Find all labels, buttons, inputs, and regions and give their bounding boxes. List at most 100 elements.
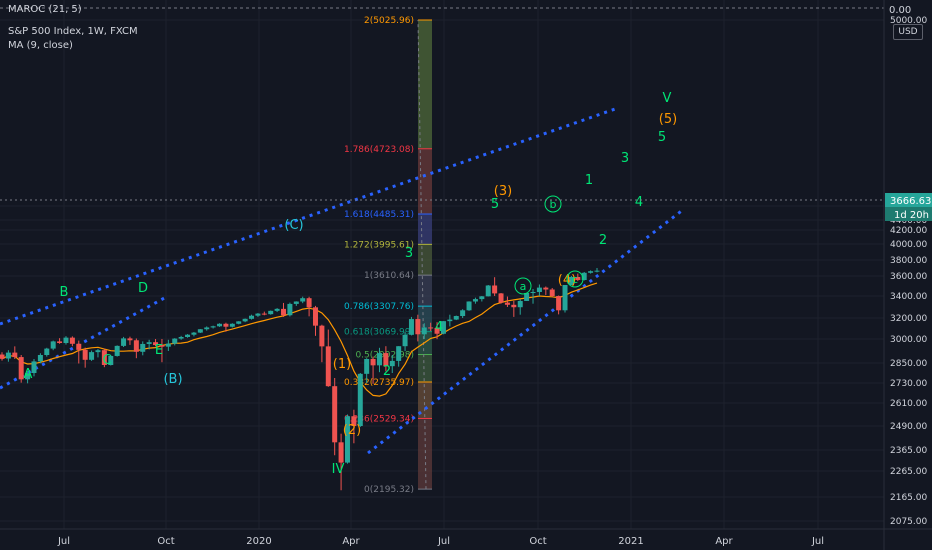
candle-body [18, 357, 24, 380]
fib-level-label: 2(5025.96) [364, 16, 414, 26]
candle-body [261, 313, 267, 315]
candle-body [511, 304, 517, 308]
channel-lines[interactable] [0, 106, 685, 455]
fib-level-label: 1.272(3995.61) [344, 240, 414, 250]
candle-body [556, 296, 562, 311]
time-tick-label: Jul [811, 536, 824, 547]
candle-body [255, 313, 261, 316]
candle-body [300, 298, 306, 302]
candle-body [210, 326, 216, 328]
time-tick-label: Oct [157, 536, 174, 547]
candle-body [306, 298, 312, 308]
wave-label: A [24, 367, 33, 382]
fib-level-label: 0.618(3069.99) [344, 328, 414, 338]
ma-line [1, 282, 598, 397]
wave-label: D [138, 281, 148, 296]
candle-body [197, 329, 203, 333]
candle-body [376, 353, 382, 366]
price-tick-label: 3400.00 [890, 292, 927, 302]
candle-body [140, 343, 146, 352]
price-tick-label: 2365.00 [890, 446, 927, 456]
wave-label: (1) [333, 357, 351, 372]
fib-band [418, 418, 432, 490]
fib-band [418, 354, 432, 383]
ma-legend[interactable]: MA (9, close) [8, 40, 73, 51]
candle-body [588, 271, 594, 273]
wave-label: V [663, 91, 672, 106]
candle-body [229, 323, 235, 327]
wave-label: IV [332, 462, 345, 477]
candlestick-series [0, 268, 600, 491]
wave-label: 2 [383, 364, 391, 379]
fib-band [418, 275, 432, 307]
candle-body [12, 352, 18, 358]
candle-body [127, 338, 133, 341]
candle-body [370, 359, 376, 366]
candle-body [581, 272, 587, 280]
candle-body [428, 327, 434, 329]
candle-body [434, 327, 440, 334]
price-tick-label: 3600.00 [890, 272, 927, 282]
candle-body [242, 318, 248, 322]
candle-body [421, 327, 427, 335]
channel-upper [0, 106, 619, 326]
circled-wave-label: c [572, 273, 578, 286]
price-tick-label: 3000.00 [890, 335, 927, 345]
fibonacci-retracement[interactable]: 0(2195.32) 0.236(2529.34) 0.382(2735.97) 0.… [344, 16, 432, 495]
candle-body [460, 310, 466, 317]
fib-band [418, 20, 432, 149]
candle-body [402, 334, 408, 347]
fib-band [418, 214, 432, 245]
wave-circle [566, 270, 584, 288]
candle-body [536, 287, 542, 292]
candle-body [25, 373, 31, 380]
wave-labels[interactable]: ABCDE(B)(C)(1)(2)IV234(3)5(4)12345(5)Vab… [24, 91, 678, 477]
candle-body [357, 373, 363, 426]
candle-body [383, 353, 389, 367]
wave-circle [544, 195, 562, 213]
candle-body [69, 337, 75, 344]
time-axis[interactable]: Jul Oct 2020 Apr Jul Oct 2021 Apr Jul [57, 536, 824, 547]
wave-label: C [102, 353, 111, 368]
candle-body [217, 323, 223, 327]
candle-body [249, 315, 255, 319]
candle-body [165, 343, 171, 347]
candle-body [543, 287, 549, 290]
candle-body [0, 354, 5, 359]
candle-body [268, 310, 274, 315]
time-tick-label: Apr [342, 536, 360, 547]
time-tick-label: Oct [529, 536, 546, 547]
chart-grid [0, 0, 884, 529]
last-price-badge [885, 193, 932, 207]
bar-countdown: 1d 20h [894, 210, 929, 221]
candle-body [44, 348, 50, 355]
candle-body [108, 355, 114, 365]
price-tick-label: 2850.00 [890, 359, 927, 369]
candle-body [492, 285, 498, 294]
fib-level-label: 0.382(2735.97) [344, 378, 414, 388]
wave-label: 4 [635, 195, 643, 210]
wave-label: 3 [405, 246, 413, 261]
candle-body [185, 334, 191, 338]
candle-body [312, 307, 318, 326]
candle-body [524, 293, 530, 301]
currency-button[interactable]: USD [893, 24, 923, 40]
candle-body [396, 346, 402, 361]
candle-body [325, 346, 331, 387]
candle-body [95, 350, 101, 353]
candle-body [178, 337, 184, 339]
price-tick-label: 4200.00 [890, 226, 927, 236]
price-tick-label: 2610.00 [890, 399, 927, 409]
time-tick-label: 2020 [246, 536, 271, 547]
symbol-legend[interactable]: S&P 500 Index, 1W, FXCM [8, 26, 138, 37]
candle-body [485, 285, 491, 297]
wave-label: (C) [284, 218, 303, 233]
candle-body [82, 349, 88, 360]
fib-level-label: 0.236(2529.34) [344, 414, 414, 424]
indicator-legend[interactable]: MAROC (21, 5) [8, 4, 82, 15]
candle-body [121, 338, 127, 346]
candle-body [319, 325, 325, 347]
candle-body [63, 337, 69, 343]
wave-label: (5) [659, 112, 677, 127]
